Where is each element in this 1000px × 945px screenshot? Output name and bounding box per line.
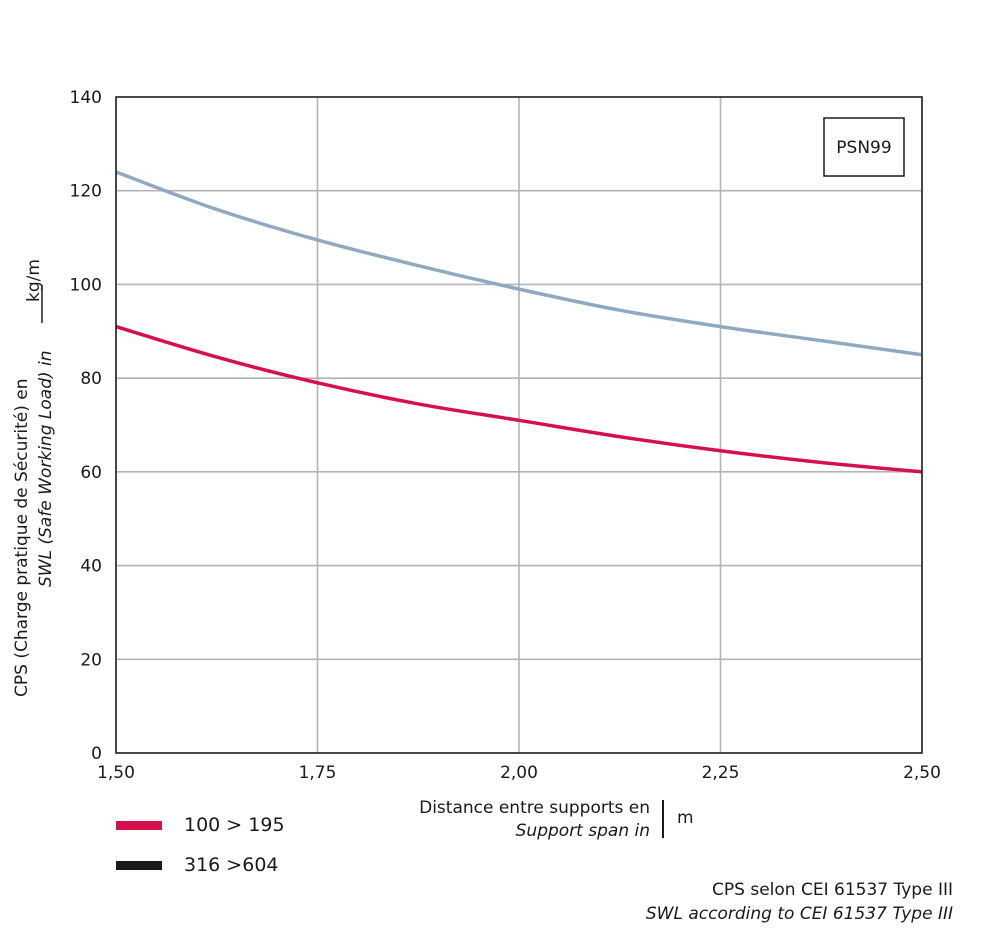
- series-line-2: [115, 324, 923, 474]
- y-tick-label: 60: [80, 463, 102, 483]
- x-axis-title-line1: Distance entre supports en: [419, 798, 650, 818]
- legend-swatch-2: [116, 860, 162, 870]
- x-axis-title-line2: Support span in: [515, 821, 650, 841]
- x-tick-label: 1,75: [299, 763, 337, 783]
- y-axis-title: CPS (Charge pratique de Sécurité) en SWL…: [12, 259, 56, 697]
- y-tick-label: 20: [80, 650, 102, 670]
- y-tick-label: 120: [70, 182, 102, 202]
- y-axis-unit: kg/m: [24, 259, 44, 302]
- inset-label-box: PSN99: [823, 117, 905, 177]
- x-tick-label: 1,50: [97, 763, 135, 783]
- plot-frame: [115, 96, 923, 754]
- x-tick-label: 2,50: [903, 763, 941, 783]
- y-tick-label: 80: [80, 369, 102, 389]
- inset-label: PSN99: [836, 138, 891, 158]
- y-axis-title-line2: SWL (Safe Working Load) in: [36, 350, 56, 587]
- footnote-line2: SWL according to CEI 61537 Type III: [645, 904, 953, 924]
- footnote-line1: CPS selon CEI 61537 Type III: [712, 880, 953, 900]
- tick-labels: 0 20 40 60 80 100 120 140 1,50 1,75 2,00 2,25 2,50: [70, 88, 941, 783]
- x-axis-unit: m: [677, 808, 694, 828]
- y-tick-label: 40: [80, 557, 102, 577]
- footnote: CPS selon CEI 61537 Type III SWL accordi…: [646, 878, 953, 926]
- x-axis-title: Distance entre supports en Support span …: [380, 797, 650, 843]
- y-axis-title-line1: CPS (Charge pratique de Sécurité) en: [12, 378, 32, 697]
- legend-label-1: 100 > 195: [184, 814, 285, 836]
- y-tick-label: 100: [70, 275, 102, 295]
- series-layer: [115, 170, 923, 474]
- legend-item-1: 100 > 195: [116, 814, 285, 836]
- grid-lines: [115, 96, 923, 754]
- x-tick-label: 2,25: [702, 763, 740, 783]
- legend-swatch-1: [116, 820, 162, 830]
- legend-label-2: 316 >604: [184, 854, 279, 876]
- x-tick-label: 2,00: [500, 763, 538, 783]
- series-line-1: [115, 170, 923, 357]
- legend-item-2: 316 >604: [116, 854, 279, 876]
- x-unit-bar: [662, 800, 664, 838]
- y-tick-label: 0: [91, 744, 102, 764]
- y-tick-label: 140: [70, 88, 102, 108]
